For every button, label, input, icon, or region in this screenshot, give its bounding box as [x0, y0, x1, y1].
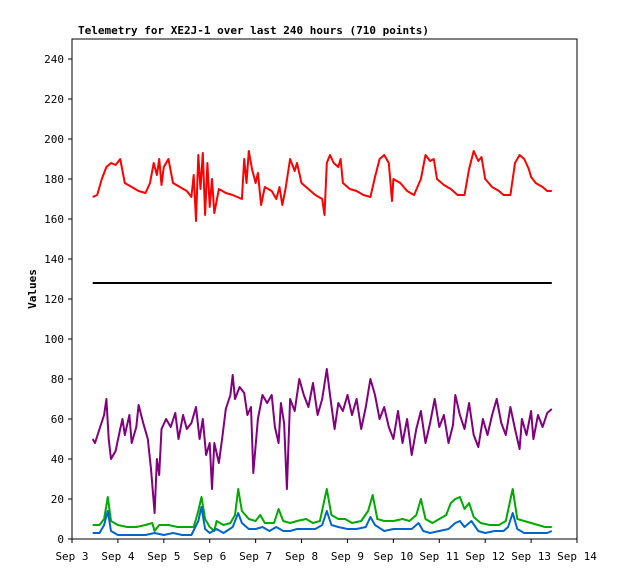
- series-line-5: [92, 506, 553, 536]
- x-tick-label: Sep 7: [239, 550, 272, 563]
- y-tick-label: 80: [51, 373, 64, 386]
- x-tick-label: Sep 12: [465, 550, 505, 563]
- series-line-4: [92, 488, 552, 532]
- plot-frame: [71, 38, 578, 540]
- y-axis-label: Values: [26, 269, 39, 309]
- y-tick-label: 220: [44, 93, 64, 106]
- x-tick-label: Sep 10: [373, 550, 413, 563]
- x-tick-label: Sep 5: [147, 550, 180, 563]
- y-tick-label: 120: [44, 293, 64, 306]
- y-tick-label: 140: [44, 253, 64, 266]
- y-tick-label: 240: [44, 53, 64, 66]
- y-tick-label: 160: [44, 213, 64, 226]
- x-tick-label: Sep 14: [557, 550, 597, 563]
- x-tick-label: Sep 3: [55, 550, 88, 563]
- y-ticks: 0 20 40 60 80 100 120 140 160 180 200 220 240: [44, 53, 72, 546]
- y-tick-label: 40: [51, 453, 64, 466]
- y-tick-label: 200: [44, 133, 64, 146]
- y-tick-label: 60: [51, 413, 64, 426]
- series-layer: [91, 150, 553, 536]
- y-tick-label: 0: [57, 533, 64, 546]
- chart-title: Telemetry for XE2J-1 over last 240 hours…: [78, 24, 429, 37]
- x-tick-label: Sep 8: [285, 550, 318, 563]
- x-tick-label: Sep 11: [419, 550, 459, 563]
- x-ticks: Sep 3 Sep 4 Sep 5 Sep 6 Sep 7 Sep 8 Sep 9 Sep 1…: [55, 539, 597, 563]
- x-tick-label: Sep 6: [193, 550, 226, 563]
- y-tick-label: 100: [44, 333, 64, 346]
- x-tick-label: Sep 13: [511, 550, 551, 563]
- series-line-1: [92, 150, 552, 222]
- x-tick-label: Sep 4: [101, 550, 134, 563]
- y-tick-label: 20: [51, 493, 64, 506]
- y-tick-label: 180: [44, 173, 64, 186]
- x-tick-label: Sep 9: [331, 550, 364, 563]
- series-line-3: [91, 368, 553, 514]
